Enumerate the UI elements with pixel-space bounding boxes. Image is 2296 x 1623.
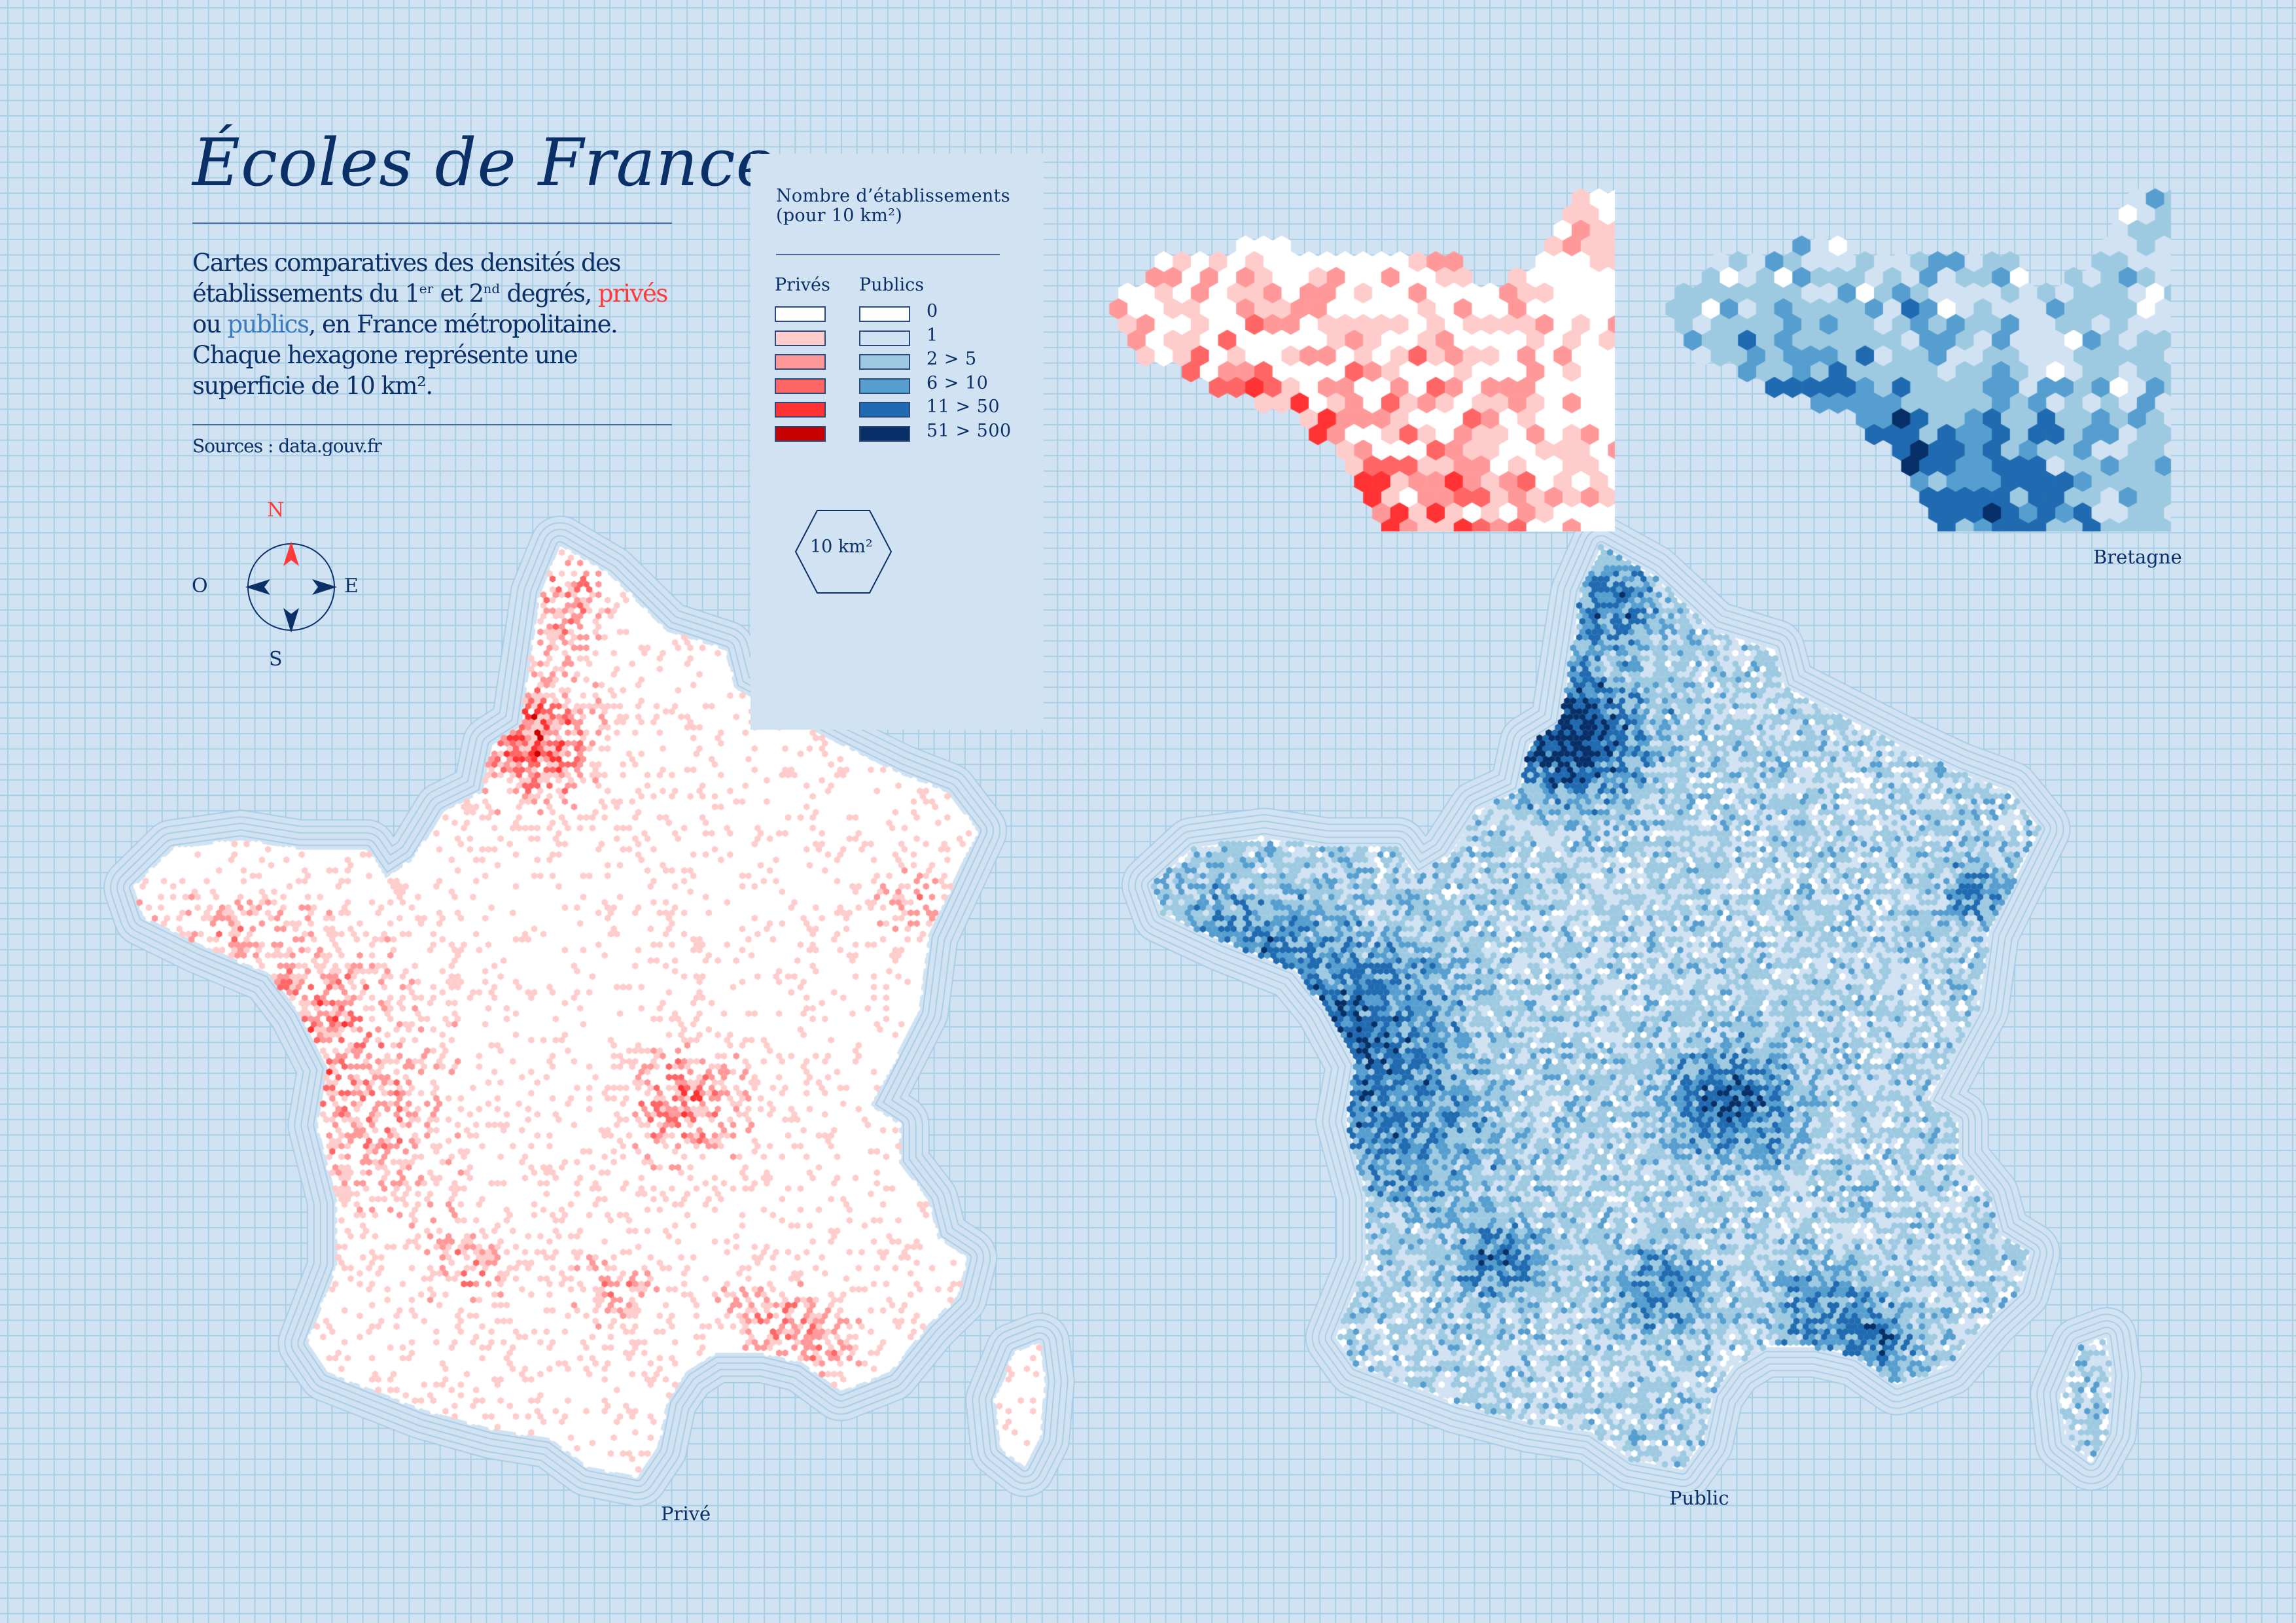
description-text-3: degrés, [500, 279, 598, 308]
public-highlight: publics [227, 310, 309, 338]
legend-swatch-public [859, 425, 910, 442]
legend-swatch-prive [775, 402, 826, 418]
legend-class-label: 1 [927, 325, 938, 346]
compass-south-label: S [269, 648, 283, 671]
prive-highlight: privés [597, 279, 669, 308]
compass-rose [245, 541, 337, 633]
map-label-public: Public [1669, 1487, 1729, 1509]
description-text-5: , en France métropolitaine. Chaque hexag… [192, 310, 618, 400]
legend-title: Nombre d’établissements (pour 10 km²) [776, 187, 1010, 226]
title-divider [192, 223, 672, 224]
description: Cartes comparatives des densités des éta… [192, 247, 690, 401]
description-text-4: ou [192, 310, 228, 338]
legend-title-line1: Nombre d’établissements [776, 186, 1010, 206]
legend-swatch-public [859, 354, 910, 370]
compass-west-label: O [192, 575, 208, 597]
description-text-1: Cartes comparatives des densités des éta… [192, 249, 622, 308]
legend-swatch-prive [775, 330, 826, 346]
map-label-bretagne: Bretagne [2093, 546, 2182, 568]
legend-class-label: 2 > 5 [927, 349, 977, 369]
east-arrow-icon [312, 579, 337, 595]
legend-public-header: Publics [859, 275, 925, 295]
legend-divider [776, 254, 1000, 255]
legend-class-label: 11 > 50 [927, 397, 1000, 417]
west-arrow-icon [245, 579, 270, 595]
description-sup-1: er [419, 281, 434, 296]
description-sup-2: nd [483, 281, 501, 296]
map-label-prive: Privé [661, 1503, 711, 1525]
legend-swatch-public [859, 378, 910, 394]
page-title: Écoles de France [192, 124, 775, 201]
legend-swatch-prive [775, 425, 826, 442]
legend-prive-header: Privés [775, 275, 830, 295]
legend-class-label: 6 > 10 [927, 372, 989, 393]
legend-swatch-public [859, 306, 910, 322]
hex-scale-label: 10 km² [810, 537, 873, 557]
south-arrow-icon [283, 608, 299, 633]
legend-swatch-public [859, 402, 910, 418]
sources: Sources : data.gouv.fr [192, 435, 382, 457]
hex-scale-icon [794, 510, 892, 594]
legend-swatch-prive [775, 354, 826, 370]
legend-swatch-prive [775, 306, 826, 322]
description-text-2: et 2 [433, 279, 484, 308]
north-arrow-icon [283, 541, 299, 566]
compass-east-label: E [344, 575, 359, 597]
compass-north-label: N [267, 499, 285, 522]
legend-swatch-public [859, 330, 910, 346]
legend-class-label: 0 [927, 301, 938, 321]
legend-title-line2: (pour 10 km²) [776, 205, 903, 226]
legend-class-label: 51 > 500 [927, 420, 1012, 441]
sources-divider [192, 424, 672, 425]
legend-swatch-prive [775, 378, 826, 394]
legend-panel [751, 154, 1044, 730]
